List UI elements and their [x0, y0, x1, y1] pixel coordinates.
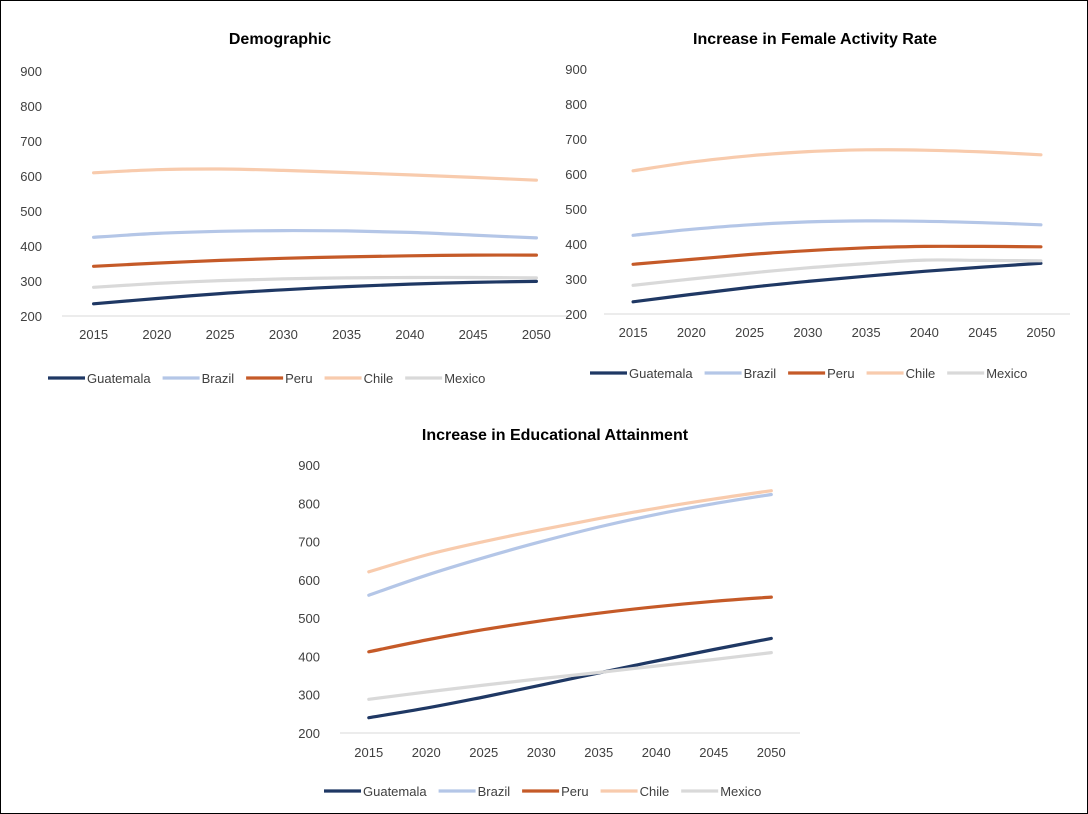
- y-tick-label: 300: [565, 272, 587, 287]
- series-line-brazil: [367, 492, 773, 597]
- x-tick-label: 2020: [412, 745, 441, 760]
- legend-label: Peru: [561, 784, 588, 799]
- y-tick-label: 700: [20, 134, 42, 149]
- series-line-chile: [92, 167, 538, 182]
- y-tick-label: 300: [298, 688, 320, 703]
- y-tick-label: 900: [298, 458, 320, 473]
- x-tick-label: 2045: [699, 745, 728, 760]
- y-tick-label: 800: [565, 97, 587, 112]
- x-tick-label: 2045: [968, 325, 997, 340]
- legend-label: Mexico: [444, 371, 485, 386]
- y-tick-label: 200: [565, 307, 587, 322]
- legend-label: Mexico: [986, 366, 1027, 381]
- y-tick-label: 900: [565, 62, 587, 77]
- x-tick-label: 2015: [354, 745, 383, 760]
- series-line-guatemala: [92, 279, 538, 306]
- y-tick-label: 400: [20, 239, 42, 254]
- y-tick-label: 700: [298, 535, 320, 550]
- series-line-guatemala: [631, 261, 1043, 304]
- legend-label: Brazil: [744, 366, 777, 381]
- x-tick-label: 2030: [793, 325, 822, 340]
- y-tick-label: 500: [565, 202, 587, 217]
- x-tick-label: 2015: [619, 325, 648, 340]
- legend-label: Peru: [285, 371, 312, 386]
- x-tick-label: 2025: [735, 325, 764, 340]
- x-tick-label: 2020: [142, 327, 171, 342]
- x-tick-label: 2050: [757, 745, 786, 760]
- y-tick-label: 500: [298, 611, 320, 626]
- x-tick-label: 2040: [395, 327, 424, 342]
- x-tick-label: 2025: [206, 327, 235, 342]
- series-line-peru: [92, 253, 538, 268]
- y-tick-label: 200: [298, 726, 320, 741]
- legend-label: Guatemala: [87, 371, 151, 386]
- series-line-mexico: [92, 275, 538, 289]
- y-tick-label: 900: [20, 64, 42, 79]
- y-tick-label: 800: [20, 99, 42, 114]
- x-tick-label: 2040: [642, 745, 671, 760]
- y-tick-label: 700: [565, 132, 587, 147]
- x-tick-label: 2015: [79, 327, 108, 342]
- x-tick-label: 2035: [332, 327, 361, 342]
- x-tick-label: 2020: [677, 325, 706, 340]
- chart-title: Demographic: [229, 31, 331, 48]
- x-tick-label: 2050: [522, 327, 551, 342]
- series-line-mexico: [367, 651, 773, 701]
- y-tick-label: 400: [565, 237, 587, 252]
- legend-label: Chile: [640, 784, 670, 799]
- y-tick-label: 600: [565, 167, 587, 182]
- x-tick-label: 2040: [910, 325, 939, 340]
- series-line-chile: [367, 489, 773, 574]
- chart-demographic: Demographic 200 300 400 500 600 700 800 900 2015 2…: [20, 31, 568, 386]
- x-tick-label: 2035: [584, 745, 613, 760]
- y-tick-label: 600: [298, 573, 320, 588]
- legend-label: Peru: [827, 366, 854, 381]
- y-tick-label: 200: [20, 309, 42, 324]
- chart-title: Increase in Female Activity Rate: [693, 31, 937, 48]
- chart-educational-attainment: Increase in Educational Attainment 200 300…: [298, 427, 800, 799]
- y-tick-label: 800: [298, 496, 320, 511]
- legend-label: Chile: [364, 371, 394, 386]
- series-line-peru: [631, 244, 1043, 266]
- legend-label: Chile: [906, 366, 936, 381]
- series-line-chile: [631, 148, 1043, 173]
- chart-title: Increase in Educational Attainment: [422, 427, 689, 444]
- x-tick-label: 2045: [459, 327, 488, 342]
- series-line-guatemala: [367, 636, 773, 720]
- legend-label: Guatemala: [629, 366, 693, 381]
- chart-female-activity-rate: Increase in Female Activity Rate 200 300 40…: [565, 31, 1070, 381]
- series-line-peru: [367, 595, 773, 654]
- legend-label: Brazil: [478, 784, 511, 799]
- y-tick-label: 300: [20, 274, 42, 289]
- x-tick-label: 2030: [269, 327, 298, 342]
- x-tick-label: 2050: [1026, 325, 1055, 340]
- series-line-brazil: [631, 219, 1043, 237]
- x-tick-label: 2025: [469, 745, 498, 760]
- series-line-brazil: [92, 228, 538, 240]
- y-tick-label: 600: [20, 169, 42, 184]
- x-tick-label: 2035: [852, 325, 881, 340]
- x-tick-label: 2030: [527, 745, 556, 760]
- y-tick-label: 500: [20, 204, 42, 219]
- series-line-mexico: [631, 258, 1043, 287]
- y-tick-label: 400: [298, 649, 320, 664]
- legend-label: Brazil: [202, 371, 235, 386]
- legend-label: Guatemala: [363, 784, 427, 799]
- legend-label: Mexico: [720, 784, 761, 799]
